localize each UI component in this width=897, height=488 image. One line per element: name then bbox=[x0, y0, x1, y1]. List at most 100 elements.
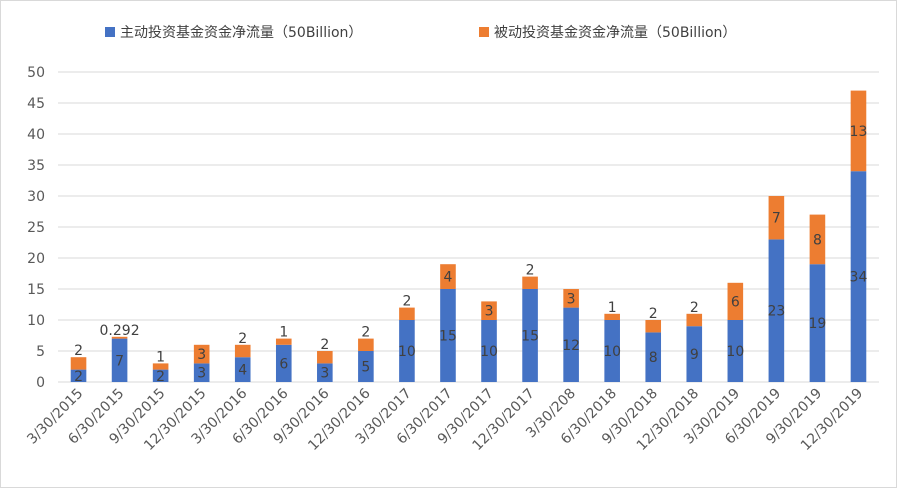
bar-active-13 bbox=[563, 307, 579, 382]
data-label-passive-16: 2 bbox=[690, 300, 699, 316]
data-label-passive-3: 1 bbox=[156, 349, 165, 365]
legend-swatch-1 bbox=[105, 27, 115, 37]
bar-active-16 bbox=[686, 326, 703, 382]
legend-item-2: 被动投资基金资金净流量（50Billion） bbox=[479, 24, 736, 41]
bar-active-9 bbox=[399, 320, 415, 382]
bar-active-7 bbox=[317, 363, 333, 382]
data-label-active-11: 10 bbox=[480, 344, 498, 360]
bar-passive-18 bbox=[768, 196, 785, 240]
data-label-passive-19: 8 bbox=[813, 232, 822, 248]
data-label-active-16: 9 bbox=[690, 347, 699, 363]
data-label-passive-5: 2 bbox=[238, 331, 247, 347]
bar-active-3 bbox=[152, 369, 169, 382]
y-tick-label: 20 bbox=[27, 251, 45, 267]
data-label-active-12: 15 bbox=[521, 329, 539, 345]
y-tick-label: 35 bbox=[27, 158, 45, 174]
data-label-passive-15: 2 bbox=[649, 306, 658, 322]
bar-passive-20 bbox=[850, 90, 867, 172]
bar-passive-2 bbox=[111, 336, 128, 339]
y-tick-label: 40 bbox=[27, 127, 45, 143]
legend: 主动投资基金资金净流量（50Billion） 被动投资基金资金净流量（50Bill… bbox=[105, 24, 736, 41]
data-label-active-15: 8 bbox=[649, 350, 658, 366]
grid-lines bbox=[58, 71, 879, 383]
data-label-active-17: 10 bbox=[726, 344, 744, 360]
bar-active-8 bbox=[358, 351, 374, 382]
y-tick-label: 25 bbox=[27, 220, 45, 236]
bar-passive-13 bbox=[563, 289, 579, 308]
x-axis-ticks: 3/30/20156/30/20159/30/201512/30/20153/3… bbox=[24, 385, 866, 453]
bars bbox=[70, 90, 867, 382]
bar-passive-10 bbox=[440, 264, 456, 289]
data-label-passive-7: 2 bbox=[320, 337, 329, 353]
y-tick-label: 0 bbox=[36, 375, 45, 391]
y-axis-ticks: 0 5 10 15 20 25 30 35 40 45 50 bbox=[27, 65, 45, 391]
bar-passive-3 bbox=[152, 363, 169, 370]
y-tick-label: 30 bbox=[27, 189, 45, 205]
y-tick-label: 45 bbox=[27, 96, 45, 112]
bar-active-17 bbox=[727, 320, 744, 382]
bar-passive-17 bbox=[727, 282, 744, 320]
data-label-active-3: 2 bbox=[156, 369, 165, 385]
data-label-passive-13: 3 bbox=[567, 291, 576, 307]
data-label-active-19: 19 bbox=[809, 316, 827, 332]
data-label-passive-1: 2 bbox=[74, 343, 83, 359]
bar-passive-19 bbox=[809, 214, 826, 265]
legend-swatch-2 bbox=[479, 27, 489, 37]
bar-passive-5 bbox=[234, 344, 251, 358]
data-label-passive-10: 4 bbox=[444, 270, 453, 286]
bar-passive-14 bbox=[604, 313, 620, 320]
bar-active-15 bbox=[645, 332, 662, 382]
data-label-active-18: 23 bbox=[767, 304, 785, 320]
data-label-passive-8: 2 bbox=[361, 325, 370, 341]
data-label-active-13: 12 bbox=[562, 338, 580, 354]
bar-passive-11 bbox=[481, 301, 497, 320]
bar-passive-16 bbox=[686, 313, 703, 327]
data-labels: 2270.29221334261325210215410315212310182… bbox=[74, 124, 867, 385]
bar-active-20 bbox=[850, 171, 867, 382]
data-label-active-5: 4 bbox=[238, 363, 247, 379]
legend-label-1: 主动投资基金资金净流量（50Billion） bbox=[120, 24, 362, 41]
bar-active-11 bbox=[481, 320, 497, 382]
data-label-passive-14: 1 bbox=[608, 300, 617, 316]
bar-passive-15 bbox=[645, 320, 662, 333]
bar-active-14 bbox=[604, 320, 620, 382]
data-label-active-2: 7 bbox=[115, 353, 124, 369]
data-label-passive-18: 7 bbox=[772, 211, 781, 227]
data-label-active-20: 34 bbox=[850, 270, 868, 286]
bar-active-10 bbox=[440, 289, 456, 382]
data-label-active-9: 10 bbox=[398, 344, 416, 360]
data-label-active-4: 3 bbox=[197, 366, 206, 382]
bar-active-18 bbox=[768, 239, 785, 382]
bar-active-2 bbox=[111, 338, 128, 382]
legend-item-1: 主动投资基金资金净流量（50Billion） bbox=[105, 24, 362, 41]
y-tick-label: 50 bbox=[27, 65, 45, 81]
bar-active-19 bbox=[809, 264, 826, 382]
bar-passive-12 bbox=[522, 276, 538, 289]
data-label-passive-20: 13 bbox=[850, 124, 868, 140]
legend-label-2: 被动投资基金资金净流量（50Billion） bbox=[494, 24, 736, 41]
data-label-active-14: 10 bbox=[603, 344, 621, 360]
bar-passive-1 bbox=[70, 357, 87, 370]
data-label-passive-4: 3 bbox=[197, 347, 206, 363]
bar-active-1 bbox=[70, 369, 87, 382]
bar-passive-7 bbox=[317, 351, 333, 364]
bar-active-12 bbox=[522, 289, 538, 382]
y-tick-label: 5 bbox=[36, 344, 45, 360]
data-label-passive-2: 0.292 bbox=[100, 323, 140, 339]
data-label-passive-6: 1 bbox=[279, 325, 288, 341]
data-label-active-7: 3 bbox=[320, 366, 329, 382]
y-tick-label: 10 bbox=[27, 313, 45, 329]
bar-passive-9 bbox=[399, 307, 415, 320]
data-label-passive-17: 6 bbox=[731, 294, 740, 310]
bar-active-5 bbox=[234, 357, 251, 382]
data-label-active-6: 6 bbox=[279, 356, 288, 372]
data-label-active-10: 15 bbox=[439, 329, 457, 345]
bar-active-6 bbox=[275, 344, 292, 382]
bar-passive-4 bbox=[193, 344, 210, 364]
data-label-active-1: 2 bbox=[74, 369, 83, 385]
data-label-passive-11: 3 bbox=[485, 304, 494, 320]
data-label-passive-12: 2 bbox=[526, 263, 535, 279]
bar-passive-8 bbox=[358, 338, 374, 351]
